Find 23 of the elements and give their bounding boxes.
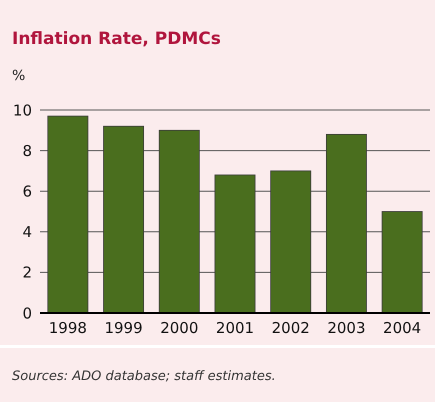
x-tick-label: 1999 xyxy=(104,319,143,337)
y-tick-label: 2 xyxy=(22,264,32,282)
x-tick-label: 1998 xyxy=(48,319,87,337)
y-tick-label: 0 xyxy=(22,304,32,322)
x-tick-label: 2002 xyxy=(272,319,310,337)
x-tick-label: 2003 xyxy=(327,319,366,337)
bar xyxy=(326,134,367,314)
x-tick-label: 2001 xyxy=(216,319,254,337)
bar xyxy=(103,126,144,314)
y-tick-label: 6 xyxy=(22,182,32,200)
source-note: Sources: ADO database; staff estimates. xyxy=(12,369,276,384)
x-tick-label: 2004 xyxy=(383,319,422,337)
x-tick-label: 2000 xyxy=(160,319,198,337)
y-axis-title: % xyxy=(12,68,26,84)
bar xyxy=(270,170,312,314)
y-tick-label: 10 xyxy=(12,101,32,120)
bar xyxy=(214,174,256,314)
bar xyxy=(382,211,423,314)
y-tick-label: 8 xyxy=(22,142,32,160)
bar xyxy=(158,130,200,314)
chart-title: Inflation Rate, PDMCs xyxy=(12,29,221,49)
y-tick-label: 4 xyxy=(22,223,32,242)
bar xyxy=(47,116,88,314)
